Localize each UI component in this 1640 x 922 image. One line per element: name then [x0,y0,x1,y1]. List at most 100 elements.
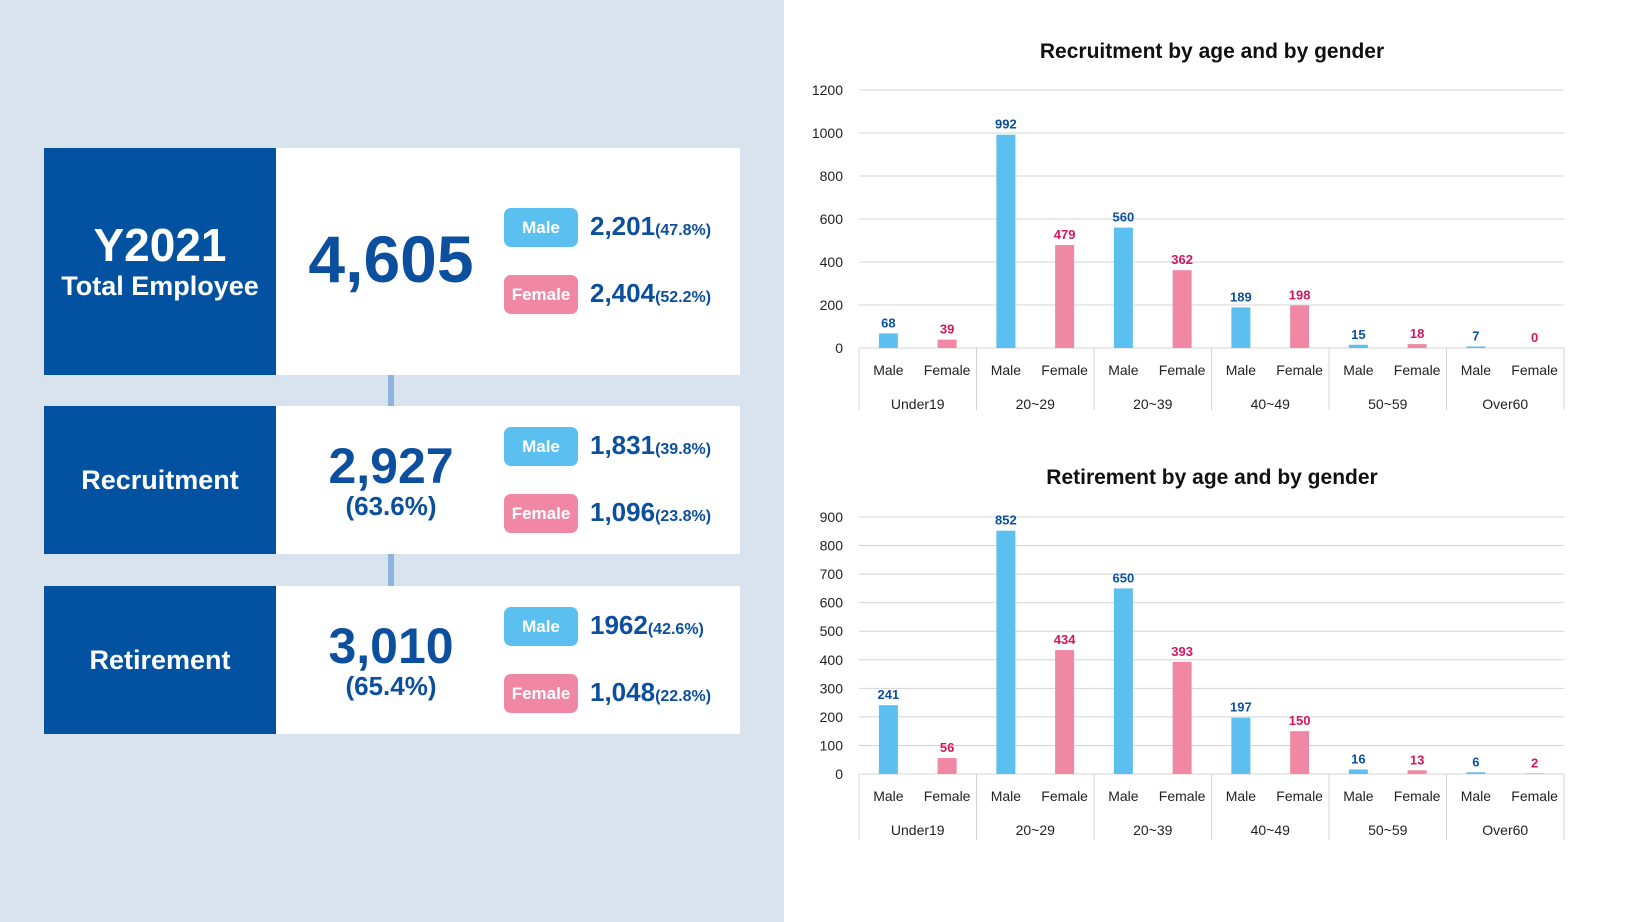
bar-female [1525,773,1545,774]
bar-female [1055,245,1075,348]
data-label: 39 [940,322,954,337]
x-tick-label: Male [873,362,904,378]
recruitment-bar-chart: 0 200 400 600 800 1000 1200 68 Male 39 Female Under… [812,82,1565,410]
data-label: 6 [1472,754,1479,769]
retirement-chart-title: Retirement by age and by gender [1046,466,1378,489]
x-tick-label: Male [873,788,904,804]
recruitment-female-pct: (23.8%) [655,508,712,525]
recruitment-card: Recruitment 2,927 (63.6%) Male 1,831(39.… [44,406,740,554]
group-label: 20~39 [1133,396,1173,410]
total-male-value: 2,201 [590,211,656,241]
total-female-pct: (52.2%) [655,289,712,306]
y-tick-label: 500 [820,623,844,639]
male-badge: Male [504,208,578,247]
y-tick-label: 400 [820,652,844,668]
bar-male [1113,588,1133,774]
data-label: 15 [1351,327,1365,342]
recruitment-female-value: 1,096 [590,497,656,527]
data-label: 150 [1289,713,1311,728]
x-tick-label: Female [1511,788,1558,804]
recruitment-male-value: 1,831 [590,430,656,460]
data-label: 560 [1113,210,1135,225]
x-tick-label: Female [1041,788,1088,804]
data-label: 189 [1230,289,1252,304]
group-label: 20~39 [1133,822,1173,838]
bar-male [1348,344,1368,348]
data-label: 0 [1531,330,1538,345]
data-label: 7 [1472,328,1479,343]
bar-male [878,333,898,348]
recruitment-chart-title: Recruitment by age and by gender [1039,40,1385,63]
recruitment-value-block: 2,927 (63.6%) [276,440,506,520]
x-tick-label: Female [924,788,971,804]
x-tick-label: Female [1159,362,1206,378]
data-label: 16 [1351,751,1365,766]
x-tick-label: Male [991,362,1022,378]
bar-male [1231,717,1251,774]
x-tick-label: Female [1159,788,1206,804]
data-label: 479 [1054,227,1076,242]
male-badge: Male [504,607,578,646]
data-label: 852 [995,513,1017,528]
retirement-header: Retirement [44,586,276,734]
retirement-value: 3,010 [328,618,454,674]
x-tick-label: Female [1511,362,1558,378]
group-label: 50~59 [1368,396,1408,410]
connector-line [388,375,394,406]
bar-male [1466,346,1486,348]
y-tick-label: 200 [820,297,844,313]
retirement-label: Retirement [89,645,231,675]
y-tick-label: 300 [820,680,844,696]
data-label: 434 [1054,632,1076,647]
data-label: 56 [940,740,954,755]
bar-female [1172,270,1192,348]
bar-female [1407,770,1427,774]
group-label: 50~59 [1368,822,1408,838]
female-badge: Female [504,275,578,314]
y-tick-label: 600 [820,211,844,227]
bar-male [878,705,898,774]
data-label: 18 [1410,326,1424,341]
x-tick-label: Male [1343,788,1374,804]
x-tick-label: Female [1041,362,1088,378]
retirement-card: Retirement 3,010 (65.4%) Male 1962(42.6%… [44,586,740,734]
summary-panel: Y2021 Total Employee 4,605 Male 2,201(47… [0,0,784,922]
y-tick-label: 200 [820,709,844,725]
retirement-female-stat: 1,048(22.8%) [590,677,711,708]
x-tick-label: Male [1461,362,1492,378]
x-tick-label: Male [1461,788,1492,804]
group-label: 40~49 [1251,822,1291,838]
x-tick-label: Male [1226,362,1257,378]
x-tick-label: Female [924,362,971,378]
data-label: 362 [1171,252,1193,267]
bar-male [1231,307,1251,348]
bar-male [996,134,1016,348]
bar-female [1290,731,1310,774]
bar-female [1172,661,1192,774]
connector-line [388,554,394,586]
x-tick-label: Male [1226,788,1257,804]
x-tick-label: Male [1343,362,1374,378]
y-tick-label: 900 [820,509,844,525]
data-label: 393 [1171,644,1193,659]
female-badge: Female [504,674,578,713]
group-label: 20~29 [1016,396,1056,410]
retirement-female-pct: (22.8%) [655,688,712,705]
group-label: Under19 [891,822,945,838]
x-tick-label: Male [991,788,1022,804]
x-tick-label: Female [1394,788,1441,804]
data-label: 992 [995,117,1017,132]
bar-female [1407,344,1427,348]
total-female-stat: 2,404(52.2%) [590,278,711,309]
data-label: 13 [1410,752,1424,767]
y-tick-label: 1200 [812,82,843,98]
y-tick-label: 0 [835,766,843,782]
bar-female [1055,650,1075,774]
year-label: Y2021 [93,218,227,271]
x-tick-label: Male [1108,788,1139,804]
group-label: Over60 [1482,396,1528,410]
group-label: 20~29 [1016,822,1056,838]
charts-panel: Recruitment by age and by gender 0 200 400… [784,0,1640,922]
x-tick-label: Female [1276,362,1323,378]
data-label: 68 [881,315,895,330]
